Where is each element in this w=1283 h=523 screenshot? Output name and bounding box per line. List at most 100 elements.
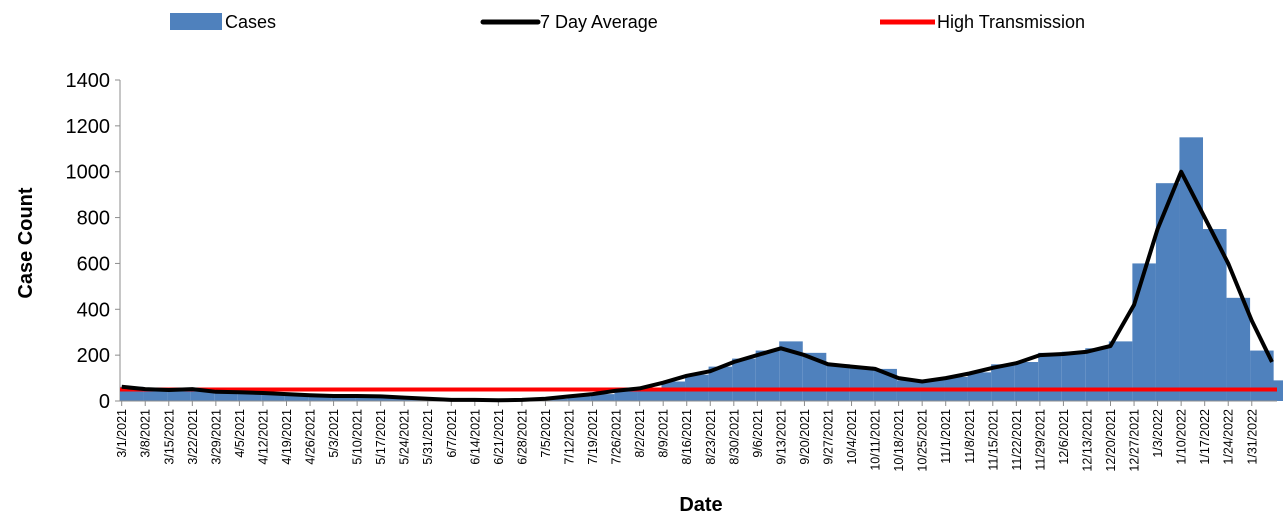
case-bar: [1061, 351, 1086, 401]
case-bar: [732, 358, 756, 401]
case-bar: [567, 396, 591, 401]
y-tick-label: 200: [77, 345, 110, 367]
case-bar: [284, 394, 309, 401]
legend-high-transmission-label: High Transmission: [937, 12, 1085, 32]
chart-legend: Cases 7 Day Average High Transmission: [170, 12, 1085, 32]
y-tick-label: 1200: [66, 116, 111, 138]
x-tick-label: 7/26/2021: [610, 409, 624, 465]
x-tick-label: 5/17/2021: [374, 409, 388, 465]
x-tick-label: 3/29/2021: [209, 409, 223, 465]
x-tick-label: 8/2/2021: [633, 409, 647, 458]
x-tick-label: 6/21/2021: [492, 409, 506, 465]
case-bar: [779, 341, 803, 401]
case-bar: [355, 395, 379, 401]
case-bar: [849, 366, 874, 401]
case-bar: [614, 390, 638, 401]
x-tick-label: 4/19/2021: [280, 409, 294, 465]
case-bar: [1132, 263, 1156, 401]
case-bar: [1014, 362, 1039, 401]
case-bar: [637, 388, 662, 401]
x-tick-label: 10/18/2021: [892, 409, 906, 472]
x-tick-label: 8/16/2021: [680, 409, 694, 465]
y-axis-title: Case Count: [15, 187, 37, 298]
x-tick-label: 1/17/2022: [1198, 409, 1212, 465]
case-bar: [1085, 348, 1109, 401]
legend-cases-swatch: [170, 13, 222, 30]
case-bar: [1038, 352, 1062, 401]
case-bar: [1155, 183, 1180, 401]
x-tick-label: 11/22/2021: [1010, 409, 1024, 471]
case-bar: [755, 350, 780, 401]
case-bar: [708, 366, 733, 401]
case-bar: [143, 389, 168, 401]
x-tick-label: 1/3/2022: [1151, 409, 1165, 458]
y-tick-label: 1000: [66, 162, 111, 184]
x-tick-label: 7/19/2021: [586, 409, 600, 465]
case-bar: [1108, 341, 1133, 401]
x-tick-label: 9/13/2021: [774, 409, 788, 465]
y-tick-label: 600: [77, 253, 110, 275]
x-tick-label: 11/15/2021: [986, 409, 1000, 471]
x-tick-label: 3/1/2021: [115, 409, 129, 458]
x-tick-label: 9/20/2021: [798, 409, 812, 465]
x-tick-label: 12/20/2021: [1104, 409, 1118, 472]
case-bar: [261, 392, 285, 401]
x-tick-label: 3/15/2021: [162, 409, 176, 465]
x-tick-label: 4/12/2021: [256, 409, 270, 465]
chart-lines: [120, 169, 1277, 403]
case-bar: [214, 391, 238, 401]
x-tick-label: 5/24/2021: [398, 409, 412, 465]
x-tick-label: 12/6/2021: [1057, 409, 1071, 465]
x-tick-label: 11/1/2021: [939, 409, 953, 464]
y-tick-label: 1400: [66, 70, 111, 92]
case-bar: [967, 372, 992, 401]
x-tick-label: 5/31/2021: [421, 409, 435, 465]
case-bar: [1203, 229, 1227, 401]
y-tick-label: 400: [77, 299, 110, 321]
legend-cases-label: Cases: [225, 12, 276, 32]
y-axis: 0 200 400 600 800 1000 1200 1400: [66, 70, 121, 413]
y-tick-label: 800: [77, 208, 110, 230]
legend-average-label: 7 Day Average: [540, 12, 658, 32]
x-tick-label: 8/9/2021: [657, 409, 671, 458]
case-bar: [543, 398, 568, 401]
case-bar: [331, 395, 356, 401]
x-tick-label: 9/27/2021: [821, 409, 835, 465]
x-tick-label: 6/7/2021: [445, 409, 459, 458]
case-bar: [590, 394, 615, 401]
case-bar: [826, 364, 850, 401]
y-tick-label: 0: [99, 391, 110, 413]
case-bar: [308, 395, 332, 401]
case-bar: [237, 392, 262, 401]
seven-day-average-line: [121, 169, 1274, 403]
x-tick-label: 5/3/2021: [327, 409, 341, 458]
x-tick-label: 8/23/2021: [704, 409, 718, 465]
x-tick-label: 11/8/2021: [963, 409, 977, 464]
case-bar: [991, 364, 1015, 401]
x-tick-label: 10/25/2021: [916, 409, 930, 472]
case-bar: [167, 389, 191, 401]
x-tick-label: 4/5/2021: [233, 409, 247, 458]
x-tick-label: 5/10/2021: [351, 409, 365, 465]
case-bar: [1226, 297, 1251, 401]
x-tick-label: 1/31/2022: [1245, 409, 1259, 465]
x-tick-label: 7/12/2021: [563, 409, 577, 465]
x-tick-label: 1/10/2022: [1175, 409, 1189, 465]
x-tick-label: 4/26/2021: [304, 409, 318, 465]
x-tick-label: 10/11/2021: [869, 409, 883, 471]
x-tick-label: 3/8/2021: [139, 409, 153, 458]
case-bar: [190, 389, 215, 401]
x-tick-label: 12/13/2021: [1080, 409, 1094, 472]
case-bars: [120, 137, 1283, 402]
x-tick-label: 8/30/2021: [727, 409, 741, 465]
x-tick-label: 1/24/2022: [1222, 409, 1236, 465]
x-axis-title: Date: [679, 494, 722, 516]
x-tick-label: 12/27/2021: [1128, 409, 1142, 472]
x-tick-label: 7/5/2021: [539, 409, 553, 458]
x-tick-label: 3/22/2021: [186, 409, 200, 465]
x-tick-label: 6/14/2021: [468, 409, 482, 465]
x-axis: 3/1/2021 3/8/2021 3/15/2021 3/22/2021 3/29/2…: [115, 400, 1277, 472]
x-tick-label: 10/4/2021: [845, 409, 859, 465]
x-tick-label: 9/6/2021: [751, 409, 765, 458]
